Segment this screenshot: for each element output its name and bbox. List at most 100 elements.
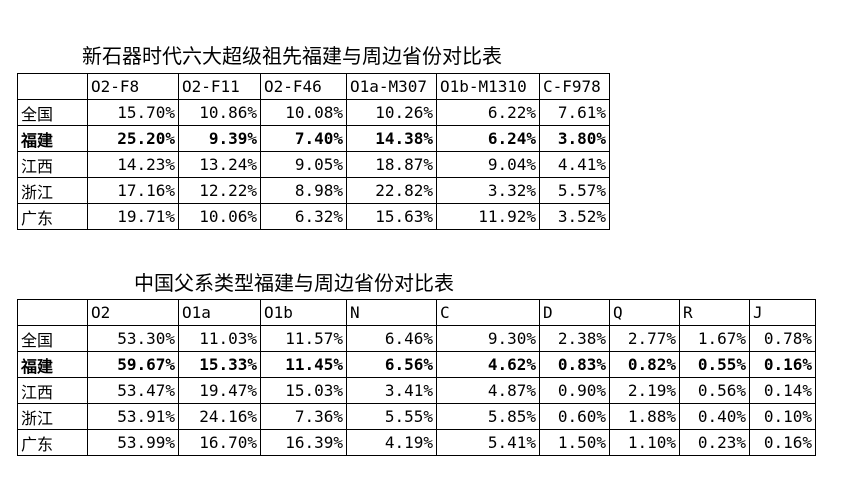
table-cell: 2.38%: [539, 325, 610, 352]
table-cell: 11.92%: [436, 203, 540, 230]
table-cell: 18.87%: [346, 151, 437, 178]
table-cell: 6.46%: [346, 325, 437, 352]
table-cell: 15.70%: [87, 99, 179, 126]
header-cell: O2: [87, 299, 179, 326]
table-cell: 1.50%: [539, 429, 610, 456]
table-cell: 13.24%: [178, 151, 261, 178]
table-cell: 11.57%: [260, 325, 347, 352]
header-cell: C-F978: [539, 73, 610, 100]
header-cell: J: [749, 299, 816, 326]
table-cell: 3.41%: [346, 377, 437, 404]
table-cell: 4.87%: [436, 377, 540, 404]
table-row: 全国 15.70% 10.86% 10.08% 10.26% 6.22% 7.6…: [17, 99, 610, 126]
table-cell: 19.47%: [178, 377, 261, 404]
header-cell: O1b-M1310: [436, 73, 540, 100]
table-cell: 0.14%: [749, 377, 816, 404]
table-cell: 53.91%: [87, 403, 179, 430]
table-cell: 2.77%: [609, 325, 680, 352]
table-cell: 24.16%: [178, 403, 261, 430]
header-cell: O2-F8: [87, 73, 179, 100]
table-cell: 0.56%: [679, 377, 750, 404]
table-row-highlighted: 福建 59.67% 15.33% 11.45% 6.56% 4.62% 0.83…: [17, 351, 816, 378]
table-cell: 6.32%: [260, 203, 347, 230]
table-header-row: O2 O1a O1b N C D Q R J: [17, 299, 816, 326]
row-label: 福建: [17, 125, 88, 152]
header-cell: C: [436, 299, 540, 326]
table-cell: 17.16%: [87, 177, 179, 204]
table-cell: 5.57%: [539, 177, 610, 204]
header-cell: O2-F11: [178, 73, 261, 100]
row-label: 广东: [17, 203, 88, 230]
table-cell: 14.23%: [87, 151, 179, 178]
haplogroup-neolithic-table: O2-F8 O2-F11 O2-F46 O1a-M307 O1b-M1310 C…: [17, 73, 610, 230]
table-cell: 12.22%: [178, 177, 261, 204]
table-row: 广东 19.71% 10.06% 6.32% 15.63% 11.92% 3.5…: [17, 203, 610, 230]
header-cell: [17, 299, 88, 326]
table-cell: 10.26%: [346, 99, 437, 126]
header-cell: N: [346, 299, 437, 326]
table-cell: 6.56%: [346, 351, 437, 378]
table-cell: 3.52%: [539, 203, 610, 230]
table-cell: 9.39%: [178, 125, 261, 152]
table-header-row: O2-F8 O2-F11 O2-F46 O1a-M307 O1b-M1310 C…: [17, 73, 610, 100]
table-cell: 6.22%: [436, 99, 540, 126]
header-cell: D: [539, 299, 610, 326]
table-cell: 0.83%: [539, 351, 610, 378]
row-label: 江西: [17, 377, 88, 404]
table-cell: 0.55%: [679, 351, 750, 378]
table-row: 浙江 53.91% 24.16% 7.36% 5.55% 5.85% 0.60%…: [17, 403, 816, 430]
table-cell: 16.39%: [260, 429, 347, 456]
table-row-highlighted: 福建 25.20% 9.39% 7.40% 14.38% 6.24% 3.80%: [17, 125, 610, 152]
table-cell: 10.08%: [260, 99, 347, 126]
table-cell: 6.24%: [436, 125, 540, 152]
table-cell: 15.03%: [260, 377, 347, 404]
table-cell: 3.32%: [436, 177, 540, 204]
header-cell: [17, 73, 88, 100]
table1-title: 新石器时代六大超级祖先福建与周边省份对比表: [82, 44, 502, 68]
haplogroup-paternal-table: O2 O1a O1b N C D Q R J 全国 53.30% 11.03% …: [17, 299, 816, 456]
table-cell: 5.41%: [436, 429, 540, 456]
table-row: 江西 53.47% 19.47% 15.03% 3.41% 4.87% 0.90…: [17, 377, 816, 404]
row-label: 浙江: [17, 403, 88, 430]
table-cell: 0.90%: [539, 377, 610, 404]
table-cell: 0.23%: [679, 429, 750, 456]
table-cell: 7.40%: [260, 125, 347, 152]
table-cell: 53.47%: [87, 377, 179, 404]
table-cell: 25.20%: [87, 125, 179, 152]
row-label: 全国: [17, 325, 88, 352]
table-cell: 9.04%: [436, 151, 540, 178]
table-cell: 0.40%: [679, 403, 750, 430]
table-cell: 3.80%: [539, 125, 610, 152]
table-cell: 9.30%: [436, 325, 540, 352]
table-row: 广东 53.99% 16.70% 16.39% 4.19% 5.41% 1.50…: [17, 429, 816, 456]
header-cell: O2-F46: [260, 73, 347, 100]
table-cell: 2.19%: [609, 377, 680, 404]
table-cell: 53.99%: [87, 429, 179, 456]
table-cell: 5.85%: [436, 403, 540, 430]
table-cell: 4.19%: [346, 429, 437, 456]
table-cell: 15.33%: [178, 351, 261, 378]
table-cell: 4.62%: [436, 351, 540, 378]
row-label: 全国: [17, 99, 88, 126]
table-cell: 14.38%: [346, 125, 437, 152]
table-cell: 5.55%: [346, 403, 437, 430]
table-cell: 15.63%: [346, 203, 437, 230]
row-label: 广东: [17, 429, 88, 456]
table-cell: 11.45%: [260, 351, 347, 378]
table-cell: 10.86%: [178, 99, 261, 126]
row-label: 江西: [17, 151, 88, 178]
table-cell: 0.10%: [749, 403, 816, 430]
table-cell: 1.88%: [609, 403, 680, 430]
table-cell: 7.61%: [539, 99, 610, 126]
table-row: 浙江 17.16% 12.22% 8.98% 22.82% 3.32% 5.57…: [17, 177, 610, 204]
table-cell: 0.60%: [539, 403, 610, 430]
header-cell: O1a-M307: [346, 73, 437, 100]
table-cell: 1.10%: [609, 429, 680, 456]
table-cell: 0.82%: [609, 351, 680, 378]
table-cell: 19.71%: [87, 203, 179, 230]
table-cell: 10.06%: [178, 203, 261, 230]
table-cell: 53.30%: [87, 325, 179, 352]
table-cell: 8.98%: [260, 177, 347, 204]
table-cell: 22.82%: [346, 177, 437, 204]
table-cell: 59.67%: [87, 351, 179, 378]
